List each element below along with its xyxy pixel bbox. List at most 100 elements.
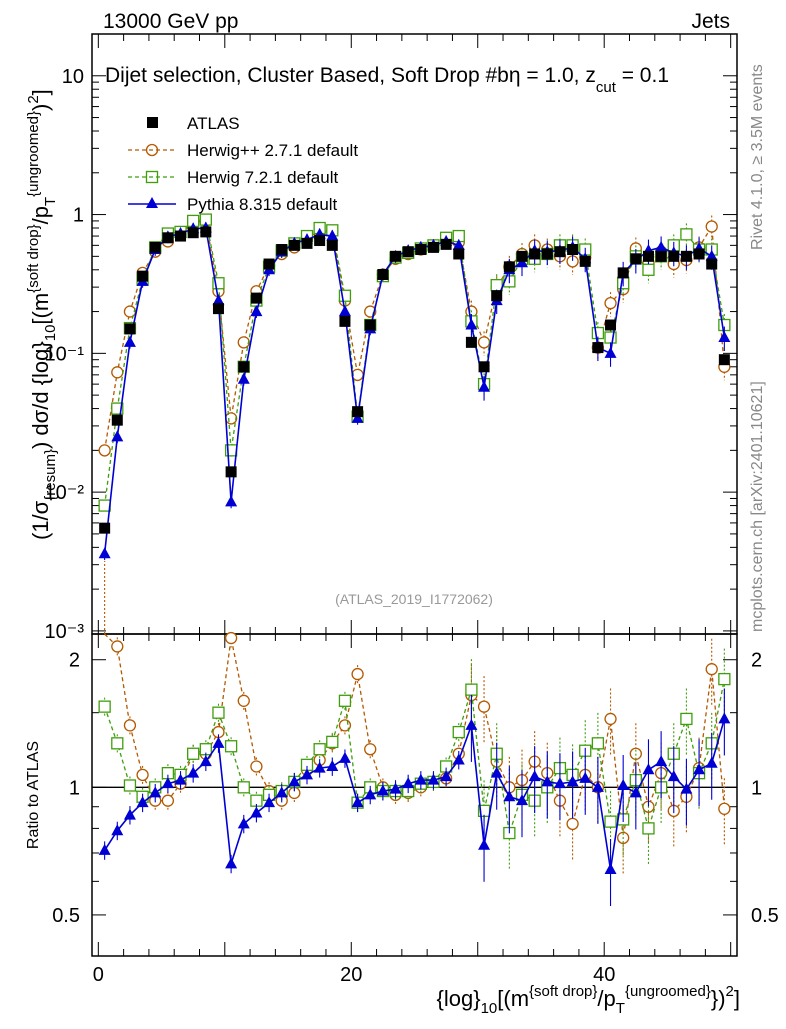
pythia-point bbox=[326, 229, 339, 241]
pythia-ratio-point bbox=[478, 838, 491, 850]
y-label-sub1: {resum} bbox=[42, 449, 59, 501]
pythia-ratio-point bbox=[149, 786, 162, 798]
energy-label: 13000 GeV pp bbox=[103, 10, 238, 33]
pythia-point bbox=[478, 380, 491, 392]
legend-label-herwigpp: Herwig++ 2.7.1 default bbox=[187, 141, 358, 160]
y-label-b: ) dσ/d {log} bbox=[28, 341, 53, 449]
y-label-a: (1/σ bbox=[28, 500, 53, 540]
herwig7-ratio-point bbox=[187, 747, 200, 760]
legend: ATLAS Herwig++ 2.7.1 default Herwig 7.2.… bbox=[128, 114, 358, 214]
atlas-point bbox=[314, 235, 326, 247]
x-label-b: [(m bbox=[497, 986, 529, 1011]
ratio-frame bbox=[91, 633, 738, 957]
y-tick-label: 10⁻³ bbox=[45, 621, 85, 643]
pythia-point bbox=[212, 294, 225, 306]
pythia-line bbox=[103, 227, 726, 554]
y-label-sub3: T bbox=[42, 197, 59, 206]
atlas-point bbox=[250, 292, 262, 304]
legend-label-pythia: Pythia 8.315 default bbox=[187, 195, 338, 214]
herwigpp-ratio-point bbox=[566, 817, 579, 831]
pythia-ratio-point bbox=[516, 794, 528, 806]
atlas-point bbox=[200, 226, 212, 238]
legend-marker-herwig7 bbox=[145, 170, 159, 184]
pythia-ratio-point bbox=[452, 753, 465, 765]
herwigpp-ratio-point bbox=[250, 760, 263, 773]
pythia-ratio-line bbox=[103, 718, 726, 870]
pythia-ratio-point bbox=[604, 862, 617, 874]
pythia-ratio-point bbox=[161, 777, 174, 789]
pythia-point bbox=[655, 240, 668, 252]
y-label-sub2: 10 bbox=[42, 325, 59, 342]
pythia-point bbox=[705, 249, 718, 261]
atlas-point bbox=[718, 354, 730, 366]
herwig7-point bbox=[98, 499, 111, 512]
pythia-ratio-point bbox=[263, 796, 276, 808]
ratio-tick-label-right: 1 bbox=[751, 777, 762, 799]
atlas-point bbox=[187, 227, 199, 239]
herwigpp-point bbox=[123, 305, 137, 318]
pythia-ratio-point bbox=[389, 782, 402, 794]
atlas-point bbox=[516, 250, 528, 262]
herwig7-ratio-point bbox=[604, 815, 617, 828]
herwig7-ratio-point bbox=[224, 740, 238, 753]
pythia-ratio-point bbox=[541, 775, 554, 787]
x-label-e: ] bbox=[734, 986, 740, 1011]
pythia-ratio-point bbox=[617, 778, 630, 790]
atlas-point bbox=[453, 248, 465, 260]
atlas-point bbox=[415, 244, 427, 256]
atlas-point bbox=[137, 270, 149, 282]
rivet-label: Rivet 4.1.0, ≥ 3.5M events bbox=[749, 64, 766, 250]
pythia-ratio-point bbox=[693, 763, 706, 775]
x-label-sup1: {soft drop} bbox=[529, 983, 597, 1000]
pythia-ratio-point bbox=[174, 773, 187, 785]
y-label-f: ] bbox=[28, 89, 53, 95]
atlas-point bbox=[668, 250, 680, 262]
atlas-point bbox=[440, 238, 452, 250]
plot-title-eq: η = 1.0, z bbox=[509, 64, 596, 87]
pythia-ratio-point bbox=[642, 763, 655, 775]
herwig7-ratio-point bbox=[452, 725, 465, 739]
plot-title-tail: = 0.1 bbox=[616, 64, 669, 87]
y-label-sup2: {ungroomed} bbox=[25, 111, 42, 197]
herwigpp-point bbox=[237, 336, 250, 349]
plot-title-main: Dijet selection, Cluster Based, Soft Dro… bbox=[105, 64, 509, 87]
herwigpp-ratio-point bbox=[351, 667, 364, 681]
atlas-point bbox=[111, 414, 123, 426]
x-label-a: {log} bbox=[437, 986, 481, 1011]
atlas-point bbox=[377, 268, 389, 280]
y-label-c: [(m bbox=[28, 293, 53, 325]
herwig7-ratio-point bbox=[338, 694, 352, 707]
atlas-point bbox=[680, 250, 692, 262]
pythia-ratio-point bbox=[376, 784, 389, 796]
herwigpp-point bbox=[224, 412, 238, 425]
process-label: Jets bbox=[691, 10, 730, 33]
y-label-d: /p bbox=[28, 206, 53, 224]
ratio-tick-label: 0.5 bbox=[52, 905, 80, 927]
atlas-point bbox=[175, 230, 187, 242]
pythia-point bbox=[123, 335, 136, 347]
pythia-point bbox=[465, 318, 478, 330]
y-tick-label: 10 bbox=[62, 66, 84, 88]
pythia-point bbox=[111, 430, 124, 442]
pythia-point bbox=[351, 411, 364, 423]
atlas-point bbox=[225, 466, 237, 478]
y-tick-label: 10⁻¹ bbox=[45, 343, 85, 365]
pythia-point bbox=[250, 305, 263, 317]
atlas-point bbox=[617, 267, 629, 279]
atlas-point bbox=[529, 248, 541, 260]
pythia-ratio-point bbox=[225, 857, 238, 869]
herwig7-line bbox=[103, 218, 726, 506]
mcplots-label: mcplots.cern.ch [arXiv:2401.10621] bbox=[749, 381, 766, 632]
atlas-point bbox=[491, 290, 503, 302]
atlas-point bbox=[693, 248, 705, 260]
herwig7-ratio-point bbox=[123, 779, 137, 792]
herwig7-ratio-point bbox=[680, 712, 693, 726]
atlas-point bbox=[503, 261, 515, 273]
legend-marker-pythia bbox=[146, 197, 158, 208]
pythia-ratio-point bbox=[718, 712, 731, 724]
herwigpp-ratio-point bbox=[161, 794, 175, 807]
atlas-point bbox=[212, 303, 224, 315]
pythia-point bbox=[452, 238, 465, 250]
herwig7-ratio-point bbox=[313, 743, 326, 756]
